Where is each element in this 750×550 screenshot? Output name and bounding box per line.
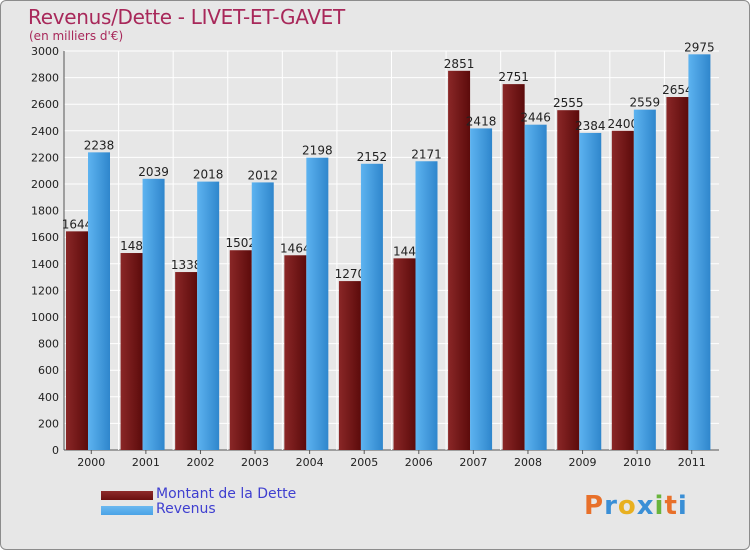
- data-label-dette: 1270: [335, 267, 366, 281]
- data-label-revenus: 2198: [302, 144, 333, 158]
- data-label-dette: 1644: [62, 217, 93, 231]
- bar-revenus: [306, 157, 329, 450]
- y-tick-label: 400: [38, 391, 59, 404]
- chart-title: Revenus/Dette - LIVET-ET-GAVET: [28, 5, 345, 29]
- y-tick-label: 1000: [31, 311, 59, 324]
- data-label-dette: 2751: [498, 70, 529, 84]
- bar-revenus: [360, 163, 383, 450]
- x-tick-label: 2008: [514, 456, 542, 469]
- bar-revenus: [633, 109, 656, 450]
- data-label-dette: 144: [393, 244, 416, 258]
- x-tick-label: 2003: [241, 456, 269, 469]
- x-tick-label: 2007: [459, 456, 487, 469]
- x-tick-label: 2004: [296, 456, 324, 469]
- logo-letter: t: [664, 491, 678, 521]
- data-label-revenus: 2559: [630, 96, 661, 110]
- data-label-dette: 1338: [171, 258, 202, 272]
- data-label-revenus: 2012: [247, 168, 278, 182]
- y-tick-label: 0: [52, 444, 59, 457]
- data-label-revenus: 2171: [411, 147, 442, 161]
- y-tick-label: 1200: [31, 284, 59, 297]
- y-tick-label: 2600: [31, 98, 59, 111]
- data-label-revenus: 2975: [684, 40, 715, 54]
- logo-letter: r: [604, 491, 618, 521]
- y-tick-label: 2400: [31, 125, 59, 138]
- y-tick-label: 1600: [31, 231, 59, 244]
- bar-dette: [666, 97, 689, 450]
- x-tick-label: 2009: [569, 456, 597, 469]
- bar-dette: [557, 110, 580, 450]
- y-tick-label: 3000: [31, 45, 59, 58]
- bar-revenus: [470, 128, 493, 450]
- logo-letter: i: [654, 491, 665, 521]
- data-label-revenus: 2018: [193, 168, 224, 182]
- bar-dette: [502, 84, 525, 450]
- bar-dette: [338, 281, 361, 450]
- proxiti-logo: Proxiti: [584, 491, 688, 521]
- y-tick-label: 2200: [31, 151, 59, 164]
- legend-label-dette: Montant de la Dette: [156, 486, 297, 502]
- y-tick-label: 2800: [31, 72, 59, 85]
- bar-dette: [66, 231, 88, 450]
- chart-subtitle: (en milliers d'€): [29, 29, 124, 43]
- logo-letter: o: [617, 491, 637, 521]
- data-label-dette: 1464: [280, 241, 311, 255]
- logo-letter: i: [677, 491, 688, 521]
- bar-dette: [229, 250, 252, 450]
- bar-revenus: [142, 178, 165, 451]
- logo-letter: P: [584, 491, 605, 521]
- x-tick-label: 2010: [623, 456, 651, 469]
- bar-dette: [393, 258, 416, 450]
- data-label-dette: 2555: [553, 96, 584, 110]
- x-tick-label: 2005: [350, 456, 378, 469]
- data-label-revenus: 2384: [575, 119, 606, 133]
- y-tick-label: 1800: [31, 205, 59, 218]
- data-label-revenus: 2152: [357, 150, 388, 164]
- y-tick-label: 800: [38, 338, 59, 351]
- bar-dette: [448, 70, 471, 450]
- bar-revenus: [88, 152, 110, 450]
- legend-label-revenus: Revenus: [156, 501, 216, 517]
- bar-revenus: [579, 132, 602, 451]
- x-tick-label: 2006: [405, 456, 433, 469]
- bar-dette: [611, 130, 634, 451]
- x-tick-label: 2001: [132, 456, 160, 469]
- data-label-revenus: 2238: [84, 138, 115, 152]
- bar-revenus: [415, 161, 438, 450]
- bar-dette: [120, 253, 143, 450]
- bar-revenus: [524, 124, 547, 450]
- legend-swatch-dette: [101, 491, 153, 500]
- x-tick-label: 2011: [678, 456, 706, 469]
- data-label-dette: 148: [120, 239, 143, 253]
- data-label-revenus: 2446: [520, 111, 551, 125]
- y-tick-label: 1400: [31, 258, 59, 271]
- bar-revenus: [251, 182, 274, 451]
- bar-dette: [284, 255, 307, 450]
- data-label-dette: 2654: [662, 83, 693, 97]
- x-tick-label: 2000: [77, 456, 105, 469]
- x-tick-label: 2002: [186, 456, 214, 469]
- y-tick-label: 600: [38, 364, 59, 377]
- data-label-dette: 2851: [444, 57, 475, 71]
- data-label-dette: 2400: [608, 117, 639, 131]
- bar-dette: [175, 272, 198, 450]
- y-tick-label: 2000: [31, 178, 59, 191]
- data-label-revenus: 2039: [138, 165, 169, 179]
- data-label-dette: 1502: [225, 236, 256, 250]
- bar-revenus: [197, 181, 220, 450]
- legend-swatch-revenus: [101, 506, 153, 515]
- logo-letter: x: [636, 491, 655, 521]
- bar-revenus: [688, 54, 711, 450]
- data-label-revenus: 2418: [466, 114, 497, 128]
- y-tick-label: 200: [38, 417, 59, 430]
